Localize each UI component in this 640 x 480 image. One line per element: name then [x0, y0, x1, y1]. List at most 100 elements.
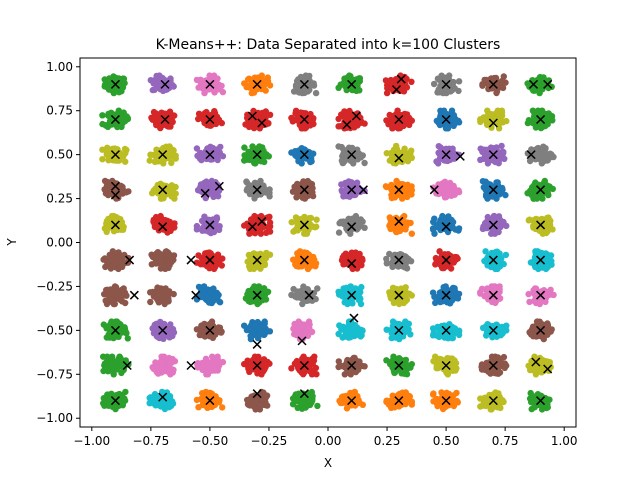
- data-point: [528, 191, 535, 199]
- data-point: [200, 283, 208, 290]
- data-point: [340, 261, 347, 268]
- data-point: [526, 298, 533, 306]
- data-point: [541, 177, 548, 185]
- data-point: [151, 86, 158, 94]
- data-point: [335, 84, 342, 92]
- data-point: [408, 78, 415, 86]
- data-point: [407, 150, 414, 158]
- data-point: [359, 257, 366, 264]
- data-point: [406, 121, 413, 129]
- data-point: [538, 147, 545, 154]
- data-point: [107, 293, 114, 301]
- data-point: [201, 89, 208, 97]
- data-point: [395, 298, 403, 305]
- data-point: [542, 265, 550, 273]
- data-point: [494, 265, 501, 273]
- data-point: [112, 74, 120, 82]
- data-point: [382, 183, 390, 190]
- data-point: [157, 124, 164, 132]
- data-point: [193, 226, 201, 233]
- data-point: [245, 123, 253, 131]
- data-point: [532, 124, 540, 131]
- data-point: [500, 220, 507, 227]
- data-point: [292, 83, 300, 90]
- data-point: [148, 114, 155, 122]
- data-point: [543, 289, 551, 296]
- data-point: [219, 88, 227, 96]
- data-point: [244, 76, 252, 83]
- data-point: [498, 186, 505, 194]
- data-point: [545, 252, 553, 259]
- data-point: [447, 189, 454, 197]
- data-point: [125, 188, 132, 195]
- data-point: [442, 74, 449, 81]
- data-point: [296, 248, 304, 255]
- data-point: [206, 72, 213, 79]
- data-point: [499, 150, 507, 157]
- data-point: [498, 142, 505, 150]
- data-point: [118, 152, 126, 159]
- data-point: [335, 143, 342, 150]
- data-point: [298, 85, 306, 92]
- data-point: [543, 219, 550, 226]
- data-point: [386, 214, 393, 221]
- data-point: [167, 227, 174, 234]
- data-point: [244, 291, 251, 298]
- data-point: [266, 251, 274, 258]
- data-point: [531, 109, 538, 117]
- data-point: [524, 119, 532, 127]
- data-point: [243, 82, 250, 90]
- data-point: [386, 289, 393, 296]
- data-point: [265, 188, 272, 195]
- data-point: [432, 299, 439, 307]
- data-point: [310, 253, 317, 261]
- data-point: [171, 220, 178, 227]
- data-point: [244, 153, 251, 161]
- data-point: [442, 184, 450, 191]
- data-point: [210, 87, 217, 94]
- data-point: [266, 228, 274, 235]
- data-point: [197, 76, 204, 84]
- data-point: [169, 150, 176, 157]
- data-point: [154, 256, 161, 263]
- data-point: [312, 295, 319, 303]
- data-point: [543, 229, 550, 237]
- data-point: [393, 146, 401, 153]
- data-point: [335, 229, 343, 236]
- data-point: [479, 82, 486, 89]
- data-point: [266, 111, 274, 119]
- data-point: [387, 225, 394, 233]
- data-point: [340, 79, 347, 87]
- data-point: [451, 120, 458, 127]
- data-point: [195, 252, 202, 259]
- data-point: [112, 87, 119, 94]
- data-point: [118, 261, 125, 268]
- data-point: [541, 122, 549, 130]
- data-point: [402, 284, 409, 291]
- data-point: [341, 157, 348, 165]
- data-point: [288, 219, 295, 226]
- data-point: [502, 191, 509, 199]
- data-point: [338, 181, 345, 188]
- data-point: [450, 111, 457, 119]
- data-point: [402, 82, 409, 89]
- data-point: [114, 249, 122, 257]
- data-point: [196, 150, 204, 157]
- data-point: [248, 89, 255, 97]
- data-point: [408, 230, 415, 237]
- data-point: [293, 194, 300, 201]
- data-point: [293, 77, 301, 85]
- data-point: [120, 285, 127, 292]
- data-point: [312, 89, 320, 97]
- data-point: [106, 252, 114, 259]
- data-point: [198, 156, 205, 164]
- data-point: [216, 82, 223, 90]
- data-point: [478, 285, 486, 292]
- data-point: [361, 159, 368, 167]
- data-point: [107, 265, 115, 272]
- data-point: [265, 120, 272, 127]
- data-point: [205, 181, 212, 189]
- data-point: [164, 250, 171, 257]
- data-point: [401, 145, 408, 152]
- data-point: [303, 88, 311, 95]
